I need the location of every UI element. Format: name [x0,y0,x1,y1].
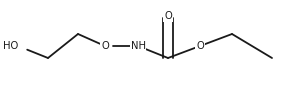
Text: O: O [196,41,204,51]
Text: HO: HO [3,41,18,51]
Text: NH: NH [131,41,145,51]
Text: O: O [101,41,109,51]
Text: O: O [164,11,172,21]
